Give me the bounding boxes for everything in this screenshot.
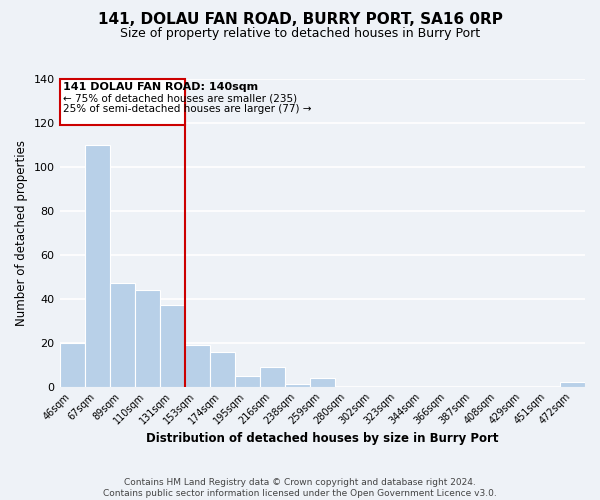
Bar <box>310 378 335 386</box>
Y-axis label: Number of detached properties: Number of detached properties <box>15 140 28 326</box>
Bar <box>260 367 285 386</box>
Bar <box>134 290 160 386</box>
Text: 141, DOLAU FAN ROAD, BURRY PORT, SA16 0RP: 141, DOLAU FAN ROAD, BURRY PORT, SA16 0R… <box>98 12 502 28</box>
Bar <box>185 345 209 387</box>
Text: Size of property relative to detached houses in Burry Port: Size of property relative to detached ho… <box>120 28 480 40</box>
Text: Contains HM Land Registry data © Crown copyright and database right 2024.
Contai: Contains HM Land Registry data © Crown c… <box>103 478 497 498</box>
Bar <box>560 382 585 386</box>
Bar <box>285 384 310 386</box>
Text: 25% of semi-detached houses are larger (77) →: 25% of semi-detached houses are larger (… <box>63 104 312 115</box>
Bar <box>209 352 235 386</box>
X-axis label: Distribution of detached houses by size in Burry Port: Distribution of detached houses by size … <box>146 432 499 445</box>
Bar <box>59 342 85 386</box>
Text: ← 75% of detached houses are smaller (235): ← 75% of detached houses are smaller (23… <box>63 94 298 104</box>
Text: 141 DOLAU FAN ROAD: 140sqm: 141 DOLAU FAN ROAD: 140sqm <box>63 82 259 92</box>
FancyBboxPatch shape <box>59 79 185 125</box>
Bar <box>160 306 185 386</box>
Bar <box>85 145 110 386</box>
Bar <box>235 376 260 386</box>
Bar <box>110 284 134 387</box>
